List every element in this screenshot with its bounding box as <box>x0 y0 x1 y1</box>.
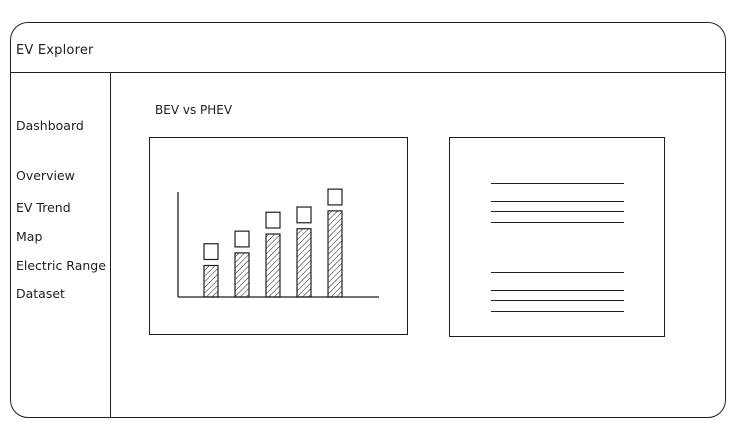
header-divider <box>11 72 725 73</box>
sidebar-item-electric-range[interactable]: Electric Range <box>16 258 106 273</box>
placeholder-text-line <box>491 211 624 212</box>
text-placeholder-panel <box>449 137 665 337</box>
bar-segment-lower <box>296 228 312 298</box>
sidebar-item-ev-trend[interactable]: EV Trend <box>16 200 71 215</box>
bar-segment-upper <box>327 188 343 206</box>
bar-segment-upper <box>296 206 312 224</box>
sidebar-item-map[interactable]: Map <box>16 229 43 244</box>
page-title: BEV vs PHEV <box>155 103 233 117</box>
sidebar-item-dataset[interactable]: Dataset <box>16 286 65 301</box>
placeholder-text-line <box>491 200 624 202</box>
bar-segment-upper <box>265 211 281 229</box>
placeholder-text-line <box>491 183 624 184</box>
bar-segment-upper <box>234 230 250 248</box>
bar-segment-upper <box>203 243 219 261</box>
bar-segment-lower <box>234 252 250 298</box>
placeholder-text-line <box>491 289 624 291</box>
bar-segment-lower <box>203 264 219 298</box>
app-title: EV Explorer <box>16 43 94 58</box>
app-window <box>10 22 726 418</box>
bar-chart <box>177 188 379 298</box>
placeholder-text-line <box>491 300 624 301</box>
placeholder-text-line <box>491 272 624 273</box>
sidebar-divider <box>110 72 111 417</box>
sidebar-item-overview[interactable]: Overview <box>16 168 75 183</box>
chart-panel <box>149 137 408 335</box>
sidebar-item-dashboard[interactable]: Dashboard <box>16 118 84 133</box>
placeholder-text-line <box>491 221 624 223</box>
bar-segment-lower <box>327 210 343 298</box>
bar-segment-lower <box>265 233 281 298</box>
placeholder-text-line <box>491 310 624 312</box>
